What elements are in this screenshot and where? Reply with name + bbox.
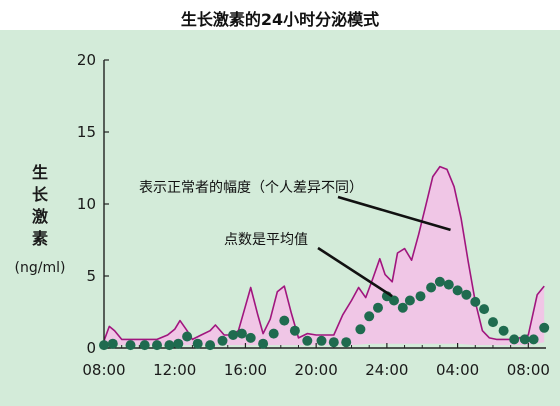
mean-point [509,334,520,345]
mean-point [355,324,366,335]
mean-point [152,340,162,351]
mean-point [289,325,300,336]
mean-point [205,340,216,351]
mean-point [488,317,498,328]
mean-point [302,335,313,346]
mean-point [173,338,184,349]
mean-point [228,330,239,340]
mean-point [519,334,530,345]
mean-point [470,296,481,307]
annotation-range-pointer [337,195,451,232]
mean-point [139,340,150,351]
mean-point [164,340,175,351]
y-tick-label: 5 [86,267,96,285]
mean-point [99,340,109,351]
mean-point [341,337,352,348]
mean-point [245,332,256,343]
x-tick-label: 12:00 [153,361,196,379]
mean-point [389,295,399,306]
mean-point [415,291,426,302]
annotation-range: 表示正常者的幅度（个人差异不同） [139,180,363,196]
mean-point [452,285,463,296]
annotation-mean-pointer [317,246,393,298]
x-tick-label: 08:00 [507,361,550,379]
mean-point [279,315,290,326]
y-axis-label-char: 生 [32,163,48,182]
mean-point [539,322,550,333]
mean-point [328,337,339,348]
x-tick-label: 08:00 [82,361,125,379]
x-tick-label: 16:00 [224,361,267,379]
mean-point [373,302,383,313]
y-axis-label-char: 激 [32,207,48,226]
mean-point [268,328,279,339]
mean-point [397,302,408,313]
mean-point [192,338,203,349]
y-tick-label: 0 [86,339,96,357]
x-tick-label: 20:00 [295,361,338,379]
y-tick-label: 15 [77,123,96,141]
mean-point [316,335,327,346]
normal-range-upper-line [103,165,545,342]
mean-point [107,338,118,349]
mean-point [461,289,472,300]
annotation-mean: 点数是平均值 [224,232,308,248]
y-tick-label: 20 [77,51,96,69]
x-tick-label: 24:00 [365,361,408,379]
mean-point [426,282,437,293]
mean-point [404,295,415,306]
mean-point [236,328,247,339]
mean-point [258,338,269,349]
y-axis-label-char: 长 [32,185,49,204]
mean-point [217,335,228,346]
mean-point [498,325,509,336]
mean-point [528,334,539,345]
mean-point [182,331,193,342]
mean-point [479,304,490,315]
x-tick-label: 04:00 [436,361,479,379]
normal-range-band [104,166,545,346]
plot-background [0,30,560,406]
mean-point [125,340,136,351]
y-axis-unit: (ng/ml) [15,260,66,276]
chart-title: 生长激素的24小时分泌模式 [180,10,380,29]
mean-point [434,276,445,287]
mean-point [364,311,375,322]
mean-point [443,279,454,290]
y-tick-label: 10 [77,195,96,213]
y-axis-label-char: 素 [32,229,48,248]
